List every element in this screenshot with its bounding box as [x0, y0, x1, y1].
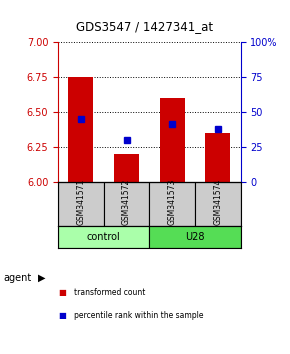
Bar — [68, 78, 93, 182]
Text: agent: agent — [3, 273, 31, 283]
Text: GSM341571: GSM341571 — [76, 179, 85, 225]
Text: GSM341573: GSM341573 — [168, 179, 177, 225]
Bar — [114, 154, 139, 182]
Text: ■: ■ — [58, 310, 66, 320]
Text: transformed count: transformed count — [74, 287, 145, 297]
Text: GSM341574: GSM341574 — [213, 179, 222, 225]
Bar — [195, 182, 241, 226]
Text: GDS3547 / 1427341_at: GDS3547 / 1427341_at — [77, 20, 213, 33]
Bar — [58, 226, 149, 248]
Text: GSM341572: GSM341572 — [122, 179, 131, 225]
Bar — [205, 133, 231, 182]
Bar — [104, 182, 149, 226]
Text: percentile rank within the sample: percentile rank within the sample — [74, 310, 204, 320]
Text: ■: ■ — [58, 287, 66, 297]
Text: ▶: ▶ — [38, 273, 46, 283]
Text: U28: U28 — [185, 232, 205, 242]
Text: control: control — [87, 232, 121, 242]
Bar — [58, 182, 104, 226]
Bar — [149, 182, 195, 226]
Bar — [160, 98, 185, 182]
Bar — [149, 226, 241, 248]
